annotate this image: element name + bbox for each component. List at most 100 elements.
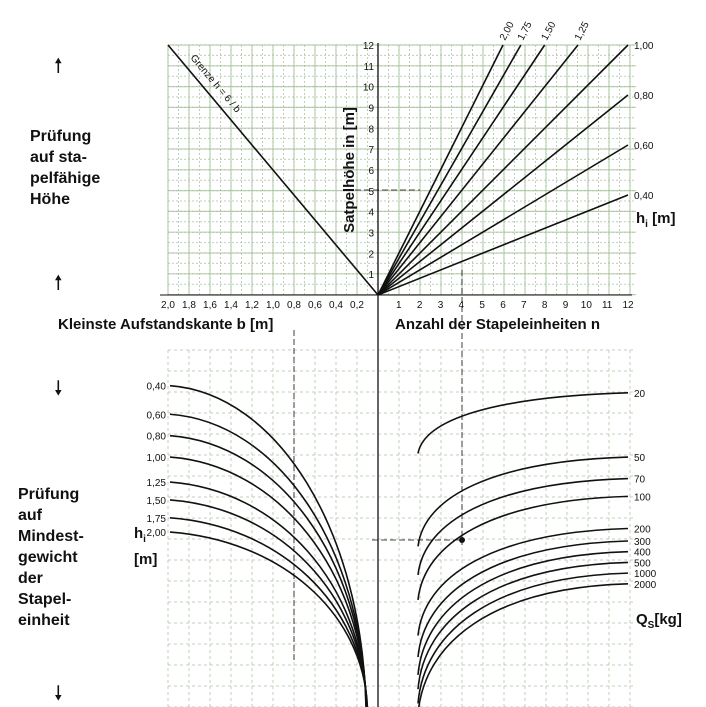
lower-panel-label: Prüfung auf Mindest- gewicht der Stapel-… [18,486,84,629]
y-tick-label: 12 [363,41,375,52]
qs-curve [417,572,629,704]
y-tick-label: 1 [368,270,374,281]
left-x-axis-title: Kleinste Aufstandskante b [m] [58,316,274,333]
hi-lower-curve [169,481,368,707]
n-tick-label: 12 [622,300,634,311]
n-tick-label: 7 [521,300,527,311]
qs-sub: S [647,620,655,631]
b-tick-label: 0,2 [350,300,364,311]
n-tick-label: 3 [438,300,444,311]
hi-lower-label: 0,80 [147,432,167,443]
b-tick-label: 1,8 [182,300,196,311]
y-tick-label: 4 [368,208,374,219]
n-tick-label: 11 [602,300,613,311]
qs-label: 100 [634,492,651,503]
b-tick-label: 0,6 [308,300,322,311]
y-tick-label: 5 [368,187,374,198]
qs-label: 50 [634,453,646,464]
y-tick-label: 6 [368,166,374,177]
hi-lower-label: 0,40 [147,382,167,393]
hi-series-line [377,44,546,296]
hi-lower-sub: i [143,534,146,545]
qs-label: 1000 [634,569,657,580]
axis-layer [160,43,632,707]
qs-label: 400 [634,548,651,559]
hi-lower-curve [169,384,367,707]
hi-series-label: 0,80 [634,91,654,102]
qs-curve [417,392,629,454]
qs-curve [417,477,629,576]
hi-upper-unit: [m] [652,210,676,227]
qs-main: Q [636,611,648,628]
b-tick-label: 2,0 [161,300,175,311]
hi-lower-label: hi [m] [134,524,157,570]
qs-label: 200 [634,525,651,536]
y-tick-label: 2 [368,249,374,260]
hi-series-label: 1,75 [516,20,535,43]
n-tick-label: 4 [459,300,465,311]
right-x-axis-title: Anzahl der Stapeleinheiten n [395,316,601,333]
n-tick-label: 1 [396,300,402,311]
qs-curve [417,527,629,636]
qs-label: 20 [634,389,646,400]
up-arrow-icon: 🠕 [54,270,63,294]
hi-upper-main: h [636,210,646,227]
b-tick-label: 0,8 [287,300,301,311]
down-arrow-icon: 🠗 [54,681,63,705]
hi-lower-unit: [m] [134,551,158,568]
n-tick-label: 2 [417,300,423,311]
y-tick-label: 7 [368,145,374,156]
y-tick-label: 8 [368,124,374,135]
hi-series-line [377,44,629,296]
y-tick-label: 11 [364,62,375,73]
b-tick-label: 0,4 [329,300,343,311]
example-point [459,537,465,543]
hi-lower-curve [169,413,367,707]
qs-curve [417,550,629,675]
b-tick-label: 1,0 [266,300,280,311]
hi-lower-label: 1,50 [147,496,167,507]
n-tick-label: 9 [563,300,569,311]
hi-series-line [377,44,522,296]
y-tick-label: 9 [368,104,374,115]
qs-curve [417,540,629,658]
hi-lower-curve [169,456,368,707]
y-tick-label: 10 [363,83,375,94]
hi-upper-sub: i [645,219,648,230]
hi-lower-label: 1,25 [147,478,167,489]
down-arrow-icon: 🠗 [54,376,63,400]
b-tick-label: 1,2 [245,300,259,311]
upper-panel-label: Prüfung auf sta- pelfähige Höhe [30,128,101,208]
hi-series-line [377,94,629,296]
curve-layer [167,44,629,707]
hi-series-line [377,194,629,296]
qs-label: 300 [634,537,651,548]
qs-curve [417,495,629,600]
qs-unit: [kg] [654,611,682,628]
hi-lower-label: 2,00 [147,528,167,539]
hi-lower-label: 0,60 [147,410,167,421]
hi-lower-main: h [134,525,144,542]
hi-series-label: 2,00 [498,20,517,43]
hi-series-label: 0,40 [634,191,654,202]
y-tick-label: 3 [368,229,374,240]
qs-label: 70 [634,475,646,486]
y-axis-title: Satpelhöhe in [m] [341,107,358,233]
grenze-label: Grenze h = 6 / b [188,53,243,116]
n-tick-label: 5 [479,300,485,311]
n-tick-label: 10 [581,300,593,311]
hi-lower-label: 1,75 [147,514,167,525]
hi-lower-label: 1,00 [147,453,167,464]
qs-label: QS[kg] [636,611,682,631]
hi-series-line [377,44,579,296]
hi-series-label: 0,60 [634,141,654,152]
qs-label: 500 [634,558,651,569]
hi-upper-label: hi [m] [636,210,675,230]
hi-series-label: 1,25 [573,20,592,43]
qs-curve [417,456,629,547]
hi-series-label: 1,50 [540,20,559,43]
qs-curve [418,583,629,707]
b-tick-label: 1,6 [203,300,217,311]
